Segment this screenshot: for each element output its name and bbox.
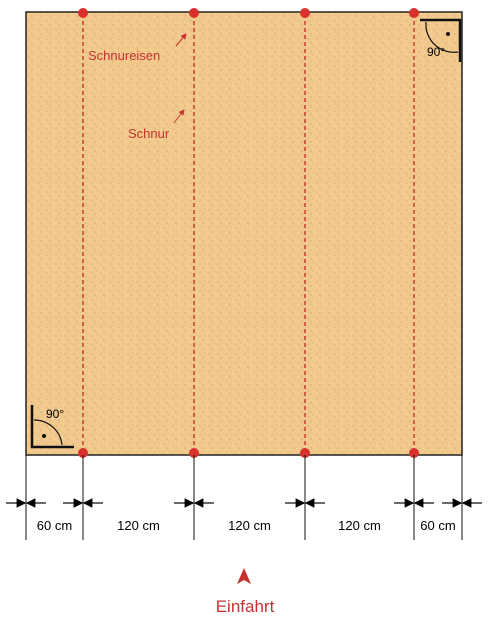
dimension-label: 120 cm: [228, 518, 271, 533]
dimensions: 60 cm 120 cm 120 cm 120 cm 60 cm: [6, 455, 482, 540]
dimension-label: 120 cm: [338, 518, 381, 533]
stake: [78, 448, 88, 458]
stake: [409, 8, 419, 18]
dimension-label: 60 cm: [37, 518, 72, 533]
stake: [189, 8, 199, 18]
angle-label: 90°: [46, 407, 64, 421]
string-label: Schnur: [128, 126, 170, 141]
stake: [300, 8, 310, 18]
plot-area: [25, 11, 463, 456]
stake: [189, 448, 199, 458]
entrance-arrow: [237, 568, 251, 584]
stake: [300, 448, 310, 458]
right-angle-bottom: 90°: [30, 405, 74, 449]
dimension-label: 60 cm: [420, 518, 455, 533]
entrance-label: Einfahrt: [216, 597, 275, 616]
stake: [409, 448, 419, 458]
stake-label: Schnureisen: [88, 48, 160, 63]
dimension-label: 120 cm: [117, 518, 160, 533]
angle-label: 90°: [427, 45, 445, 59]
right-angle-top: 90°: [420, 18, 462, 62]
strings: [78, 8, 419, 458]
stake: [78, 8, 88, 18]
